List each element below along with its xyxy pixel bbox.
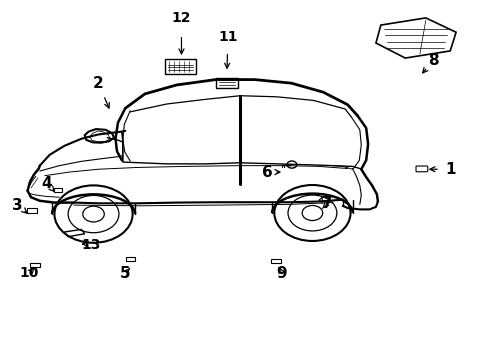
Text: 12: 12	[172, 11, 191, 25]
Text: 8: 8	[428, 53, 439, 68]
Text: 11: 11	[218, 30, 238, 44]
Text: 9: 9	[276, 266, 287, 281]
Text: 10: 10	[19, 266, 39, 280]
FancyBboxPatch shape	[54, 188, 62, 192]
Text: 1: 1	[445, 162, 456, 177]
Text: 7: 7	[322, 196, 332, 211]
FancyBboxPatch shape	[271, 258, 281, 263]
Text: 2: 2	[93, 76, 104, 91]
Text: 5: 5	[120, 266, 131, 281]
FancyBboxPatch shape	[216, 78, 238, 88]
Text: 13: 13	[81, 238, 101, 252]
Text: 4: 4	[42, 176, 52, 191]
FancyBboxPatch shape	[27, 208, 37, 213]
FancyBboxPatch shape	[165, 59, 196, 74]
FancyBboxPatch shape	[126, 257, 135, 261]
FancyBboxPatch shape	[416, 166, 428, 172]
FancyBboxPatch shape	[29, 263, 40, 267]
Text: 6: 6	[262, 165, 272, 180]
Text: 3: 3	[12, 198, 23, 213]
